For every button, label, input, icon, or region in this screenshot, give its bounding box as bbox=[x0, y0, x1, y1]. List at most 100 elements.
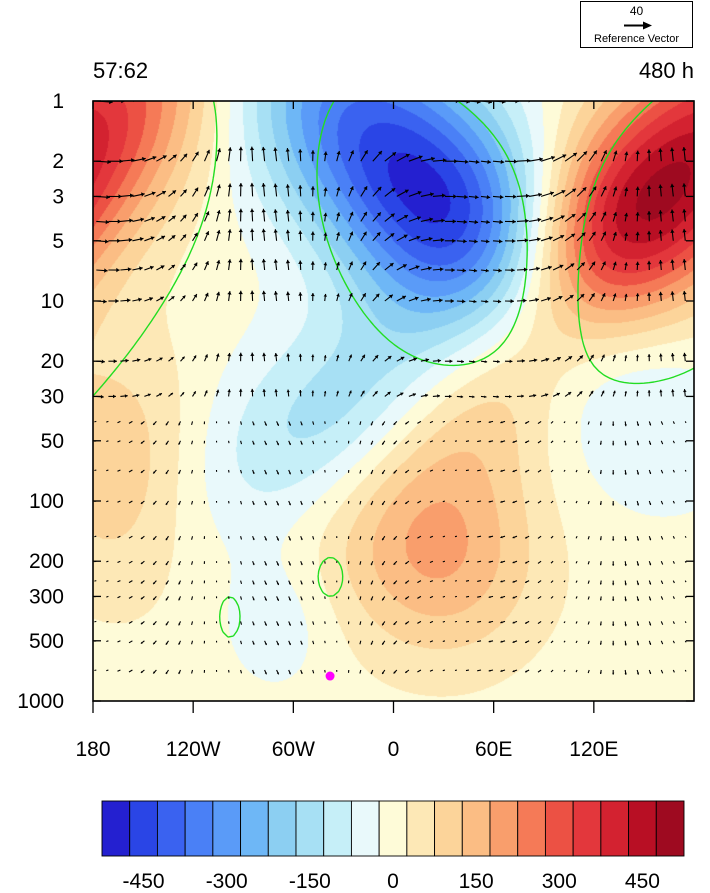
wind-vector-head bbox=[204, 292, 209, 297]
wind-vector-head bbox=[613, 186, 618, 191]
wind-vector bbox=[128, 535, 133, 539]
wind-vector bbox=[454, 669, 458, 672]
wind-vector-head bbox=[323, 293, 327, 297]
wind-vector-head bbox=[178, 582, 181, 585]
y-tick-label: 3 bbox=[52, 185, 64, 208]
wind-vector-head bbox=[590, 354, 594, 359]
wind-vector-head bbox=[362, 231, 367, 236]
wind-vector-head bbox=[286, 389, 290, 393]
wind-vector bbox=[128, 620, 133, 624]
wind-vector bbox=[563, 440, 566, 443]
wind-vector-head bbox=[500, 159, 505, 164]
header-left: 57:62 bbox=[93, 58, 149, 83]
wind-vector-head bbox=[537, 217, 542, 222]
wind-vector-head bbox=[276, 443, 279, 446]
wind-vector bbox=[577, 101, 578, 102]
wind-vector-head bbox=[140, 441, 143, 444]
y-tick-label: 20 bbox=[41, 350, 64, 373]
wind-vector-head bbox=[152, 156, 157, 160]
wind-vector-head bbox=[539, 157, 543, 162]
wind-vector-head bbox=[484, 360, 488, 364]
wind-vector-head bbox=[568, 356, 573, 360]
wind-vector-head bbox=[512, 536, 515, 539]
y-tick-label: 200 bbox=[29, 550, 64, 573]
wind-vector-head bbox=[525, 536, 528, 539]
wind-vector bbox=[117, 595, 121, 599]
wind-vector-head bbox=[593, 150, 597, 155]
wind-vector bbox=[312, 561, 315, 565]
wind-vector-head bbox=[613, 150, 618, 155]
wind-vector-head bbox=[624, 355, 628, 358]
wind-vector-head bbox=[178, 472, 181, 474]
wind-vector-head bbox=[441, 218, 445, 223]
wind-vector bbox=[537, 535, 542, 539]
wind-vector-head bbox=[361, 354, 365, 359]
wind-vector-head bbox=[581, 232, 586, 237]
wind-vector bbox=[550, 640, 554, 644]
wind-vector-head bbox=[116, 267, 120, 273]
wind-vector bbox=[477, 420, 482, 423]
x-tick-label: 120W bbox=[166, 738, 221, 761]
wind-vector-head bbox=[500, 580, 503, 583]
wind-vector bbox=[465, 420, 470, 423]
wind-vector-head bbox=[337, 90, 341, 94]
wind-vector-head bbox=[370, 538, 373, 541]
wind-vector-head bbox=[336, 261, 340, 266]
wind-vector-head bbox=[298, 230, 303, 235]
colorbar-swatch bbox=[655, 800, 685, 857]
wind-vector-head bbox=[612, 443, 615, 446]
wind-vector-head bbox=[524, 238, 529, 243]
colorbar-swatch bbox=[240, 800, 269, 857]
wind-vector-head bbox=[599, 623, 602, 626]
wind-vector bbox=[128, 580, 133, 584]
wind-vector bbox=[587, 596, 590, 600]
wind-vector-head bbox=[536, 237, 541, 242]
wind-vector-head bbox=[276, 598, 279, 601]
wind-vector-head bbox=[497, 299, 502, 304]
wind-vector-head bbox=[153, 502, 156, 505]
wind-vector bbox=[660, 500, 664, 505]
wind-vector bbox=[660, 596, 664, 600]
wind-vector-head bbox=[178, 538, 181, 541]
wind-vector bbox=[477, 500, 482, 503]
wind-vector bbox=[117, 469, 121, 472]
wind-vector-head bbox=[485, 299, 489, 304]
wind-vector-head bbox=[285, 291, 291, 296]
wind-vector bbox=[684, 669, 687, 672]
wind-vector bbox=[454, 535, 458, 538]
wind-vector-head bbox=[298, 210, 303, 215]
y-tick-label: 5 bbox=[52, 230, 64, 253]
wind-vector-head bbox=[624, 187, 629, 192]
wind-vector-head bbox=[612, 293, 617, 297]
wind-vector-head bbox=[488, 621, 491, 624]
wind-vector-head bbox=[636, 390, 639, 393]
wind-vector-head bbox=[140, 537, 143, 539]
x-tick-label: 120E bbox=[569, 738, 618, 761]
wind-vector-head bbox=[612, 599, 615, 601]
wind-vector-head bbox=[216, 291, 221, 296]
wind-vector-head bbox=[206, 149, 210, 154]
wind-vector-head bbox=[590, 293, 595, 298]
colorbar-swatch bbox=[544, 800, 574, 857]
wind-vector bbox=[465, 500, 470, 503]
wind-vector-head bbox=[392, 152, 396, 157]
wind-vector-head bbox=[405, 641, 408, 644]
wind-vector-head bbox=[462, 299, 466, 304]
wind-vector-head bbox=[379, 90, 383, 94]
wind-vector-head bbox=[239, 85, 243, 88]
wind-vector bbox=[117, 640, 121, 643]
wind-vector-head bbox=[580, 262, 585, 267]
wind-vector bbox=[454, 420, 458, 423]
wind-vector-head bbox=[683, 389, 687, 393]
wind-vector bbox=[537, 560, 542, 564]
wind-vector-head bbox=[570, 263, 575, 268]
wind-vector-head bbox=[178, 623, 181, 626]
wind-vector-head bbox=[498, 268, 502, 273]
wind-vector-head bbox=[404, 215, 408, 219]
wind-vector bbox=[417, 620, 422, 624]
wind-vector bbox=[684, 560, 687, 563]
wind-vector-head bbox=[274, 353, 278, 357]
wind-vector-head bbox=[382, 442, 385, 445]
wind-vector-head bbox=[388, 294, 393, 299]
wind-vector bbox=[191, 500, 194, 505]
